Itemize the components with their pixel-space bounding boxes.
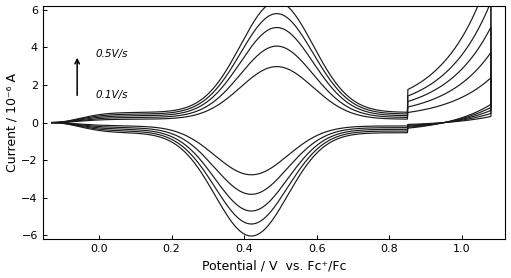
Text: 0.1V/s: 0.1V/s	[96, 90, 128, 100]
Y-axis label: Current / 10⁻⁶ A: Current / 10⁻⁶ A	[6, 73, 18, 172]
Text: 0.5V/s: 0.5V/s	[96, 49, 128, 59]
X-axis label: Potential / V  vs. Fc⁺/Fc: Potential / V vs. Fc⁺/Fc	[202, 259, 346, 272]
